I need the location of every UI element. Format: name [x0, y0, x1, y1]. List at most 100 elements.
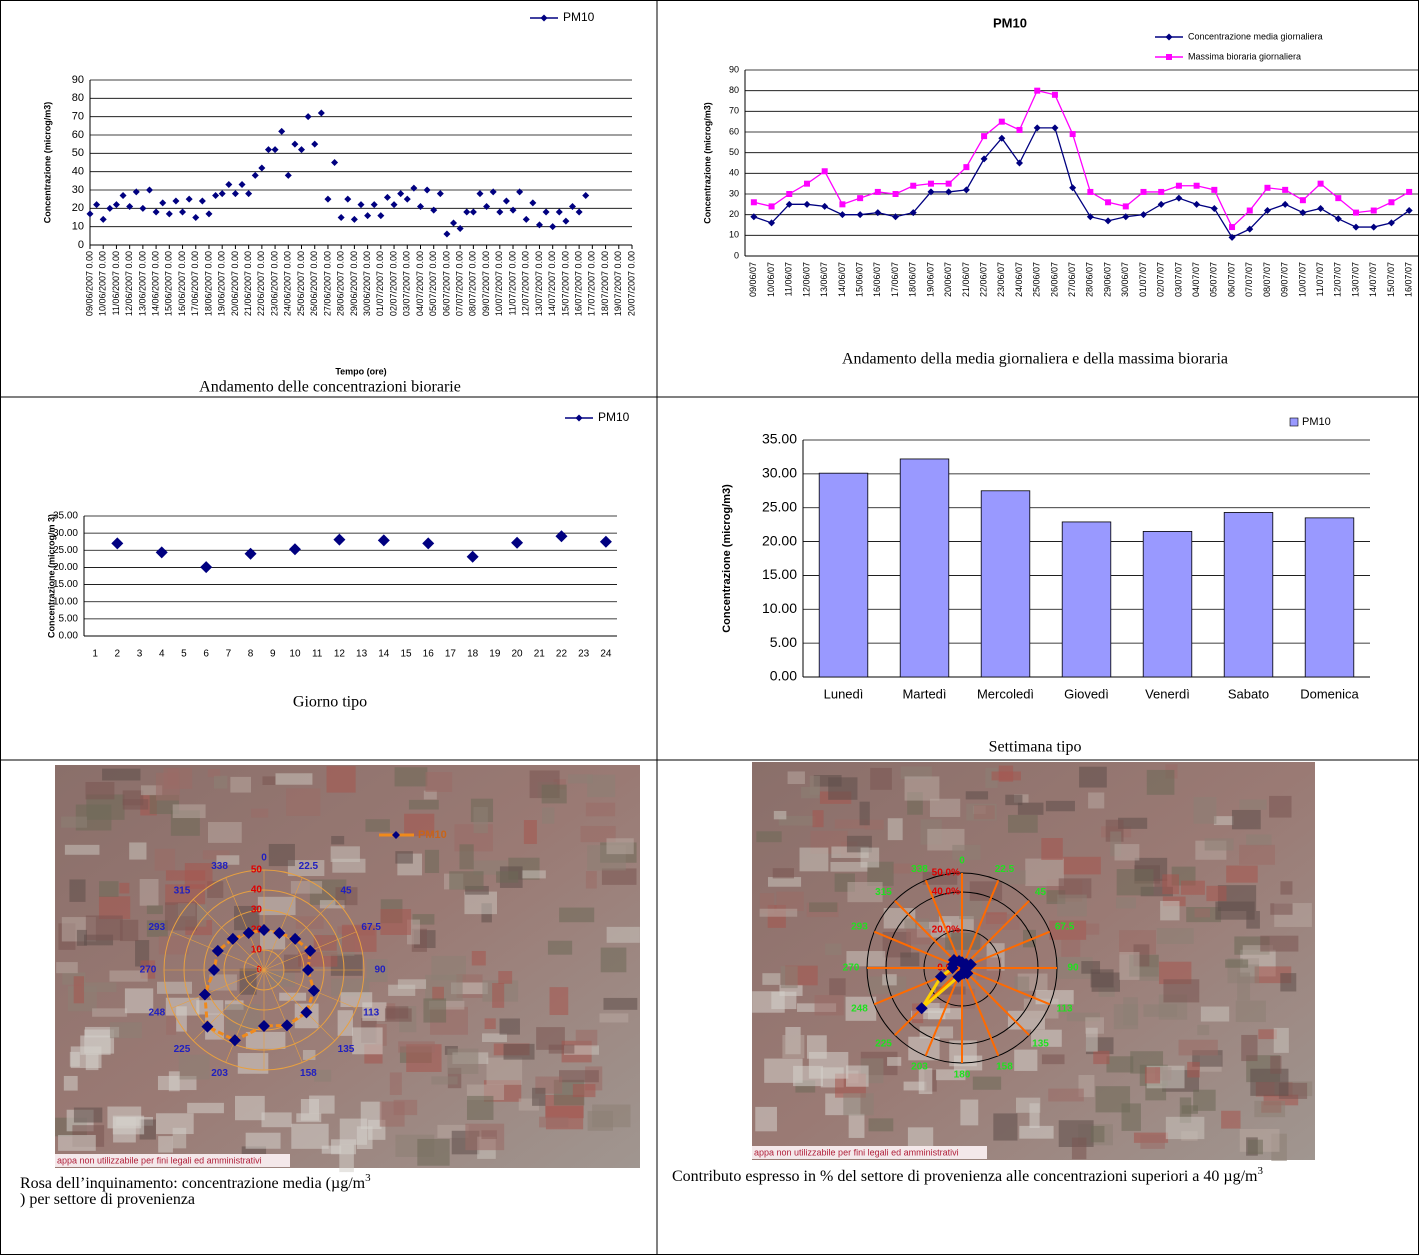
marker — [344, 196, 351, 203]
photo-field — [449, 871, 483, 889]
photo-field — [1072, 1138, 1086, 1160]
marker — [476, 190, 483, 197]
x-tick-label: 23/06/07 — [996, 262, 1006, 297]
marker — [1051, 124, 1058, 131]
marker — [963, 164, 969, 170]
photo-field — [395, 767, 428, 786]
photo-field — [992, 771, 1021, 780]
x-tick-label: 28/06/2007 0.00 — [336, 251, 346, 316]
marker — [556, 209, 563, 216]
photo-field — [155, 849, 175, 871]
x-tick-label: 21 — [534, 649, 546, 660]
photo-field — [825, 944, 842, 955]
y-tick-label: 40 — [729, 168, 739, 178]
photo-field — [1246, 834, 1271, 845]
photo-field — [279, 993, 306, 1001]
photo-field — [1025, 859, 1064, 886]
disclaimer: appa non utilizzabile per fini legali ed… — [57, 1155, 262, 1165]
photo-field — [1241, 1035, 1257, 1061]
photo-field — [1239, 799, 1266, 809]
photo-field — [498, 971, 512, 984]
angle-label: 22.5 — [299, 861, 319, 872]
marker — [333, 534, 345, 546]
x-tick-label: 20/06/2007 0.00 — [230, 251, 240, 316]
photo-field — [1280, 881, 1292, 894]
marker — [786, 191, 792, 197]
marker — [1264, 185, 1270, 191]
marker — [470, 209, 477, 216]
photo-field — [1081, 961, 1100, 974]
marker — [172, 198, 179, 205]
x-tick-label: 04/07/2007 0.00 — [415, 251, 425, 316]
photo-field — [1205, 838, 1234, 850]
photo-field — [1106, 1056, 1133, 1072]
marker — [166, 210, 173, 217]
photo-field — [602, 868, 637, 884]
series-line — [754, 128, 1409, 238]
marker — [1335, 215, 1342, 222]
photo-field — [550, 987, 569, 1015]
x-tick-label: 21/06/2007 0.00 — [243, 251, 253, 316]
x-tick-label: 13/07/2007 0.00 — [534, 251, 544, 316]
marker — [1176, 183, 1182, 189]
photo-field — [1046, 801, 1075, 811]
marker — [569, 203, 576, 210]
marker — [511, 537, 523, 549]
photo-field — [447, 1049, 478, 1074]
marker — [1370, 224, 1377, 231]
photo-field — [768, 877, 801, 887]
photo-field — [474, 807, 488, 833]
marker — [133, 188, 140, 195]
marker — [981, 133, 987, 139]
marker — [496, 209, 503, 216]
marker — [265, 146, 272, 153]
x-tick-label: 18 — [467, 649, 479, 660]
marker — [999, 119, 1005, 125]
x-tick-label: 24/06/2007 0.00 — [283, 251, 293, 316]
x-tick-label: 10/07/2007 0.00 — [494, 251, 504, 316]
photo-field — [1123, 997, 1138, 1025]
y-tick-label: 80 — [729, 85, 739, 95]
marker — [1034, 124, 1041, 131]
photo-field — [409, 800, 439, 810]
photo-field — [80, 1035, 110, 1054]
photo-field — [1269, 796, 1291, 818]
marker — [1123, 203, 1129, 209]
marker — [1353, 224, 1360, 231]
x-tick-label: 15/07/2007 0.00 — [560, 251, 570, 316]
photo-field — [882, 974, 896, 985]
marker — [146, 187, 153, 194]
x-tick-label: 23/06/2007 0.00 — [269, 251, 279, 316]
photo-field — [380, 1101, 405, 1126]
x-tick-label: 18/07/2007 0.00 — [600, 251, 610, 316]
x-tick-label: 27/06/07 — [1067, 262, 1077, 297]
marker — [258, 165, 265, 172]
photo-field — [1270, 1056, 1281, 1074]
photo-field — [815, 995, 844, 1015]
x-tick-label: 22 — [556, 649, 568, 660]
photo-field — [291, 1124, 328, 1149]
marker — [139, 205, 146, 212]
marker — [232, 190, 239, 197]
marker — [111, 537, 123, 549]
x-tick-label: 16/06/07 — [872, 262, 882, 297]
marker — [239, 181, 246, 188]
angle-label: 338 — [211, 861, 228, 872]
marker — [410, 185, 417, 192]
x-tick-label: 14/06/2007 0.00 — [150, 251, 160, 316]
angle-label: 113 — [363, 1008, 380, 1019]
photo-field — [58, 1135, 96, 1151]
photo-field — [69, 879, 85, 901]
photo-field — [209, 974, 237, 990]
photo-field — [86, 1054, 99, 1070]
legend-label: Massima bioraria giornaliera — [1188, 51, 1301, 61]
bar — [819, 473, 868, 677]
x-tick-label: 09/07/2007 0.00 — [481, 251, 491, 316]
photo-field — [1162, 874, 1179, 894]
x-tick-label: 10/07/07 — [1297, 262, 1307, 297]
photo-field — [176, 1006, 187, 1031]
photo-field — [539, 1117, 568, 1128]
photo-field — [1248, 1140, 1263, 1155]
x-tick-label: 11/06/07 — [784, 262, 794, 296]
photo-field — [246, 1032, 286, 1049]
